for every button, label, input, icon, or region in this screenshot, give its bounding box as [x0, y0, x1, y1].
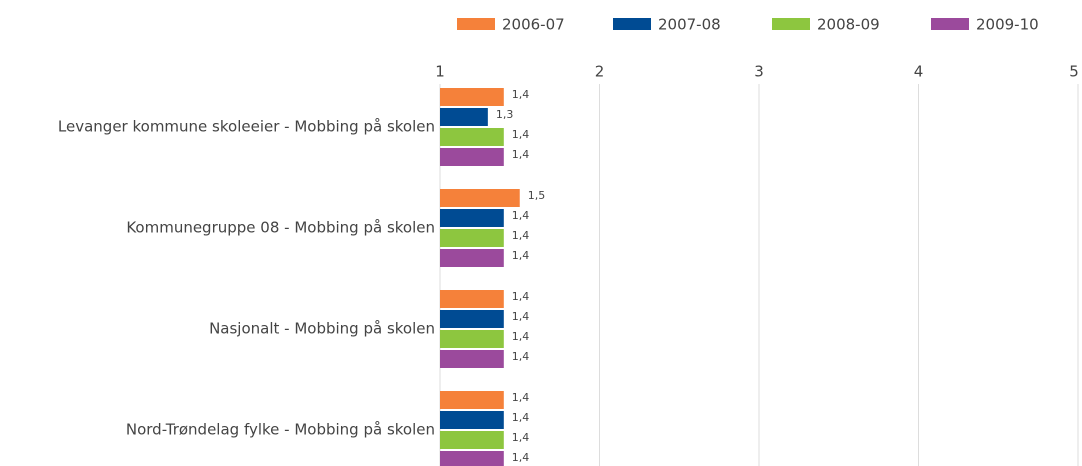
- bar: [440, 290, 504, 308]
- x-tick-label: 5: [1069, 63, 1079, 81]
- y-tick-label: Levanger kommune skoleeier - Mobbing på …: [57, 117, 435, 136]
- bar: [440, 451, 504, 466]
- value-label: 1,5: [528, 189, 546, 202]
- value-label: 1,4: [512, 310, 530, 323]
- legend-label: 2007-08: [658, 16, 721, 34]
- bar: [440, 431, 504, 449]
- bar: [440, 189, 520, 207]
- bar: [440, 350, 504, 368]
- bar: [440, 330, 504, 348]
- bar: [440, 88, 504, 106]
- legend-swatch: [931, 18, 969, 30]
- value-label: 1,4: [512, 229, 530, 242]
- legend-swatch: [772, 18, 810, 30]
- x-tick-label: 3: [754, 63, 764, 81]
- value-label: 1,4: [512, 128, 530, 141]
- legend-swatch: [457, 18, 495, 30]
- value-label: 1,4: [512, 209, 530, 222]
- legend-label: 2009-10: [976, 16, 1039, 34]
- bar: [440, 108, 488, 126]
- bar: [440, 310, 504, 328]
- y-tick-label: Nasjonalt - Mobbing på skolen: [209, 319, 435, 338]
- bar: [440, 148, 504, 166]
- value-label: 1,4: [512, 411, 530, 424]
- value-label: 1,4: [512, 290, 530, 303]
- bar: [440, 391, 504, 409]
- y-tick-label: Nord-Trøndelag fylke - Mobbing på skolen: [125, 420, 435, 439]
- value-label: 1,4: [512, 431, 530, 444]
- value-label: 1,3: [496, 108, 513, 121]
- x-tick-label: 2: [595, 63, 605, 81]
- value-label: 1,4: [512, 148, 530, 161]
- x-tick-label: 4: [914, 63, 924, 81]
- value-label: 1,4: [512, 391, 530, 404]
- bar: [440, 209, 504, 227]
- legend-label: 2006-07: [502, 16, 565, 34]
- value-label: 1,4: [512, 350, 530, 363]
- legend-swatch: [613, 18, 651, 30]
- value-label: 1,4: [512, 330, 530, 343]
- legend-label: 2008-09: [817, 16, 880, 34]
- value-label: 1,4: [512, 249, 530, 262]
- value-label: 1,4: [512, 88, 530, 101]
- x-tick-label: 1: [435, 63, 445, 81]
- bar: [440, 128, 504, 146]
- bar: [440, 411, 504, 429]
- value-label: 1,4: [512, 451, 530, 464]
- y-tick-label: Kommunegruppe 08 - Mobbing på skolen: [126, 218, 435, 237]
- bar: [440, 249, 504, 267]
- bar: [440, 229, 504, 247]
